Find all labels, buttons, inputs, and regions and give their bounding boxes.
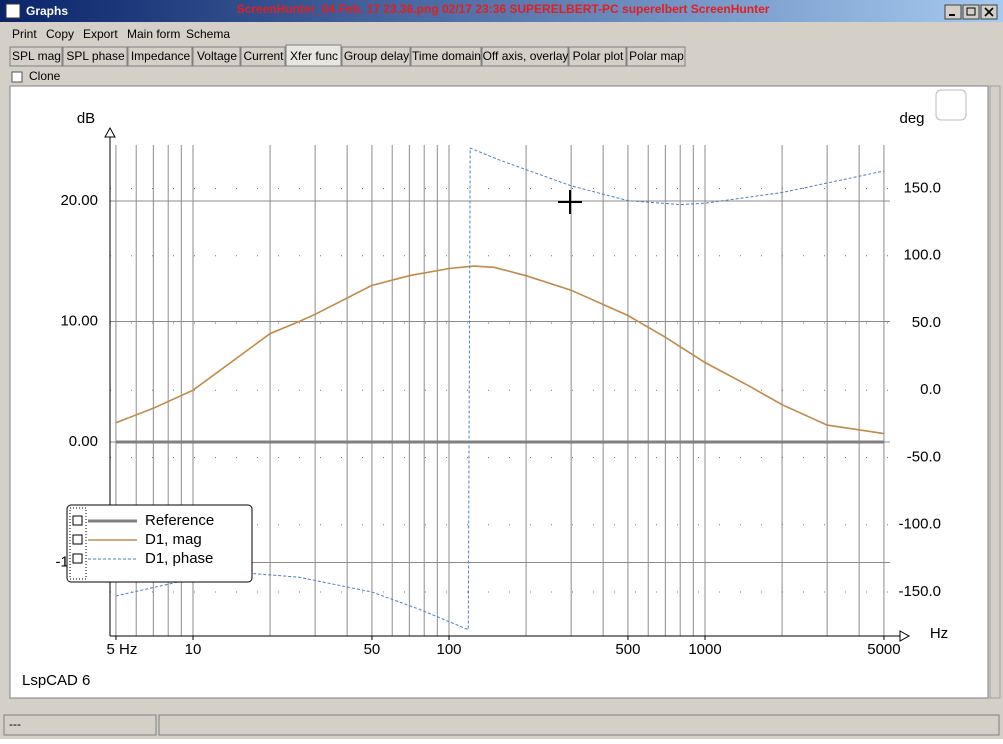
legend-box [66,504,253,583]
tab[interactable] [192,46,241,67]
y2-tick-label: 0.0 [920,381,941,398]
tab[interactable] [568,46,627,67]
footer-text: LspCAD 6 [22,672,90,689]
x-tick-label: 50 [364,641,381,658]
tab[interactable] [410,46,482,67]
tab-label: SPL phase [66,49,125,63]
x-tick-label: 5000 [867,641,900,658]
x-axis-label: Hz [930,625,948,642]
y-tick-label: 20.00 [60,192,98,209]
tab[interactable] [9,46,63,67]
x-tick-label: 500 [615,641,640,658]
tab[interactable] [626,46,686,67]
tab-label: Current [243,49,284,63]
menu-item[interactable]: Main form [127,27,180,41]
legend: Reference D1, mag D1, phase [66,504,253,583]
maximize-glyph [966,7,976,16]
tab-label: Polar plot [573,49,624,63]
menu-item[interactable]: Export [83,27,118,41]
y2-tick-label: 150.0 [903,179,941,196]
menu-item[interactable]: Print [12,27,37,41]
legend-label: Reference [145,512,214,529]
tab[interactable] [127,46,193,67]
tab[interactable] [62,46,128,67]
tab[interactable] [481,46,569,67]
x-tick-label: 5 Hz [107,641,138,658]
legend-checkbox[interactable] [72,553,83,564]
overlay-text: ScreenHunter_04 Feb. 17 23.36.png 02/17 … [237,2,770,16]
tab-label: Xfer func [290,49,338,63]
tab-label: Group delay [344,49,409,63]
x-tick-label: 1000 [688,641,721,658]
corner-box [935,89,967,121]
y-tick-label: 0.00 [69,433,98,450]
title-bar [0,0,1003,22]
y2-axis-label: deg [899,110,924,127]
series-line [115,147,885,631]
chart-panel [9,85,989,699]
y2-tick-label: 100.0 [903,247,941,264]
tab-label: SPL mag [12,49,61,63]
status-panel [3,714,157,736]
clone-checkbox[interactable] [11,71,23,83]
axis-arrow [104,126,911,642]
cursor-crosshair [558,190,582,214]
tab-label: Impedance [131,49,191,63]
series-line [115,265,885,435]
x-tick-label: 100 [436,641,461,658]
y2-tick-label: -150.0 [898,583,941,600]
y2-tick-label: -50.0 [907,448,941,465]
tab[interactable] [341,46,411,67]
legend-checkbox[interactable] [72,534,83,545]
tab-label: Off axis, overlay [483,49,569,63]
y2-tick-label: -100.0 [898,516,941,533]
clone-label: Clone [29,69,61,83]
app-icon [5,3,21,19]
side-strip [989,85,1001,699]
menu-item[interactable]: Copy [46,27,74,41]
legend-edge [69,507,87,580]
y-tick-label: 10.00 [60,312,98,329]
window-buttons [944,4,998,20]
legend-label: D1, phase [145,550,213,567]
tab[interactable] [285,44,342,67]
window-title: Graphs [26,4,68,18]
legend-label: D1, mag [145,531,202,548]
maximize-button[interactable] [962,4,980,20]
status-text: --- [9,717,21,731]
y2-tick-label: 50.0 [912,314,941,331]
status-panel [158,714,1000,736]
x-tick-label: 10 [185,641,202,658]
tab-label: Time domain [412,49,481,63]
tab-label: Polar map [629,49,684,63]
menu-item[interactable]: Schema [186,27,230,41]
tab-label: Voltage [197,49,237,63]
minimize-button[interactable] [944,4,962,20]
y-axis-label: dB [77,110,95,127]
legend-checkbox[interactable] [72,515,83,526]
tab[interactable] [240,46,286,67]
close-glyph [984,7,994,17]
